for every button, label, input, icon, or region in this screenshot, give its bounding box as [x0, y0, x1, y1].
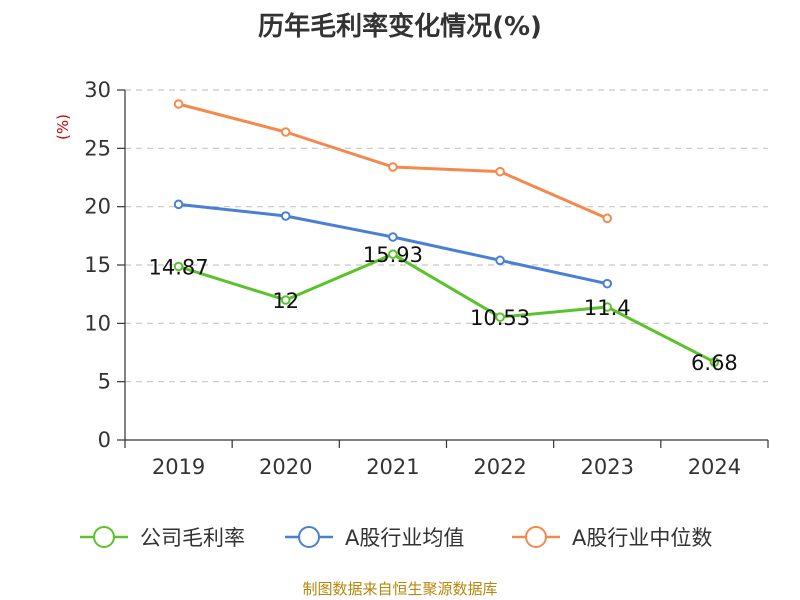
data-point — [602, 302, 613, 312]
y-tick-label: 10 — [84, 311, 111, 335]
series-line-0 — [178, 252, 716, 364]
data-point — [495, 312, 505, 322]
y-axis-label: (%) — [54, 114, 72, 140]
y-tick-label: 0 — [98, 428, 111, 452]
legend-item[interactable]: 公司毛利率 — [80, 526, 245, 550]
data-point — [173, 99, 184, 109]
data-point — [388, 162, 398, 172]
x-tick-label: 2024 — [688, 455, 741, 479]
data-point — [173, 199, 184, 210]
data-point — [280, 295, 291, 305]
source-note: 制图数据来自恒生聚源数据库 — [302, 580, 498, 598]
y-tick-label: 5 — [98, 370, 111, 394]
data-point — [173, 261, 184, 272]
data-labels: 14.87 12 15.93 10.53 11.4 6.68 — [149, 243, 738, 375]
data-point — [388, 249, 398, 259]
x-tick-label: 2019 — [152, 455, 205, 479]
y-tick-label: 20 — [84, 195, 111, 219]
legend-item[interactable]: A股行业中位数 — [512, 526, 712, 550]
y-tick-label: 15 — [84, 253, 111, 277]
data-point — [495, 166, 505, 177]
legend-label: A股行业均值 — [345, 526, 464, 550]
series-lines — [173, 99, 720, 367]
legend-swatch-marker — [298, 526, 320, 548]
x-tick-label: 2022 — [473, 455, 526, 479]
legend-swatch-marker — [525, 526, 547, 548]
data-point — [495, 255, 505, 266]
series-line-2 — [178, 102, 608, 220]
x-tick-label: 2023 — [581, 455, 634, 479]
y-tick-label: 25 — [84, 136, 111, 160]
data-label: 14.87 — [149, 256, 209, 280]
grid-lines — [125, 89, 768, 383]
data-label: 11.4 — [584, 296, 631, 320]
x-tick-label: 2021 — [366, 455, 419, 479]
axes: 0 5 10 15 20 25 30 2019 2020 2021 2022 2023 2024 (%) — [54, 78, 769, 479]
data-label: 6.68 — [691, 351, 738, 375]
chart-title: 历年毛利率变化情况(%) — [258, 12, 542, 42]
data-point — [388, 232, 398, 242]
legend-label: A股行业中位数 — [572, 526, 712, 550]
legend-item[interactable]: A股行业均值 — [285, 526, 464, 550]
data-point — [280, 127, 291, 137]
data-point — [709, 357, 720, 367]
data-label: 15.93 — [363, 243, 423, 267]
y-tick-label: 30 — [84, 78, 111, 102]
legend[interactable]: 公司毛利率 A股行业均值 A股行业中位数 — [80, 526, 712, 550]
x-tick-label: 2020 — [259, 455, 312, 479]
legend-swatch-marker — [93, 526, 115, 548]
data-point — [602, 213, 613, 224]
data-point — [602, 278, 613, 289]
data-label: 10.53 — [470, 306, 530, 330]
data-point — [280, 211, 291, 221]
legend-label: 公司毛利率 — [140, 526, 245, 550]
data-label: 12 — [272, 289, 299, 313]
